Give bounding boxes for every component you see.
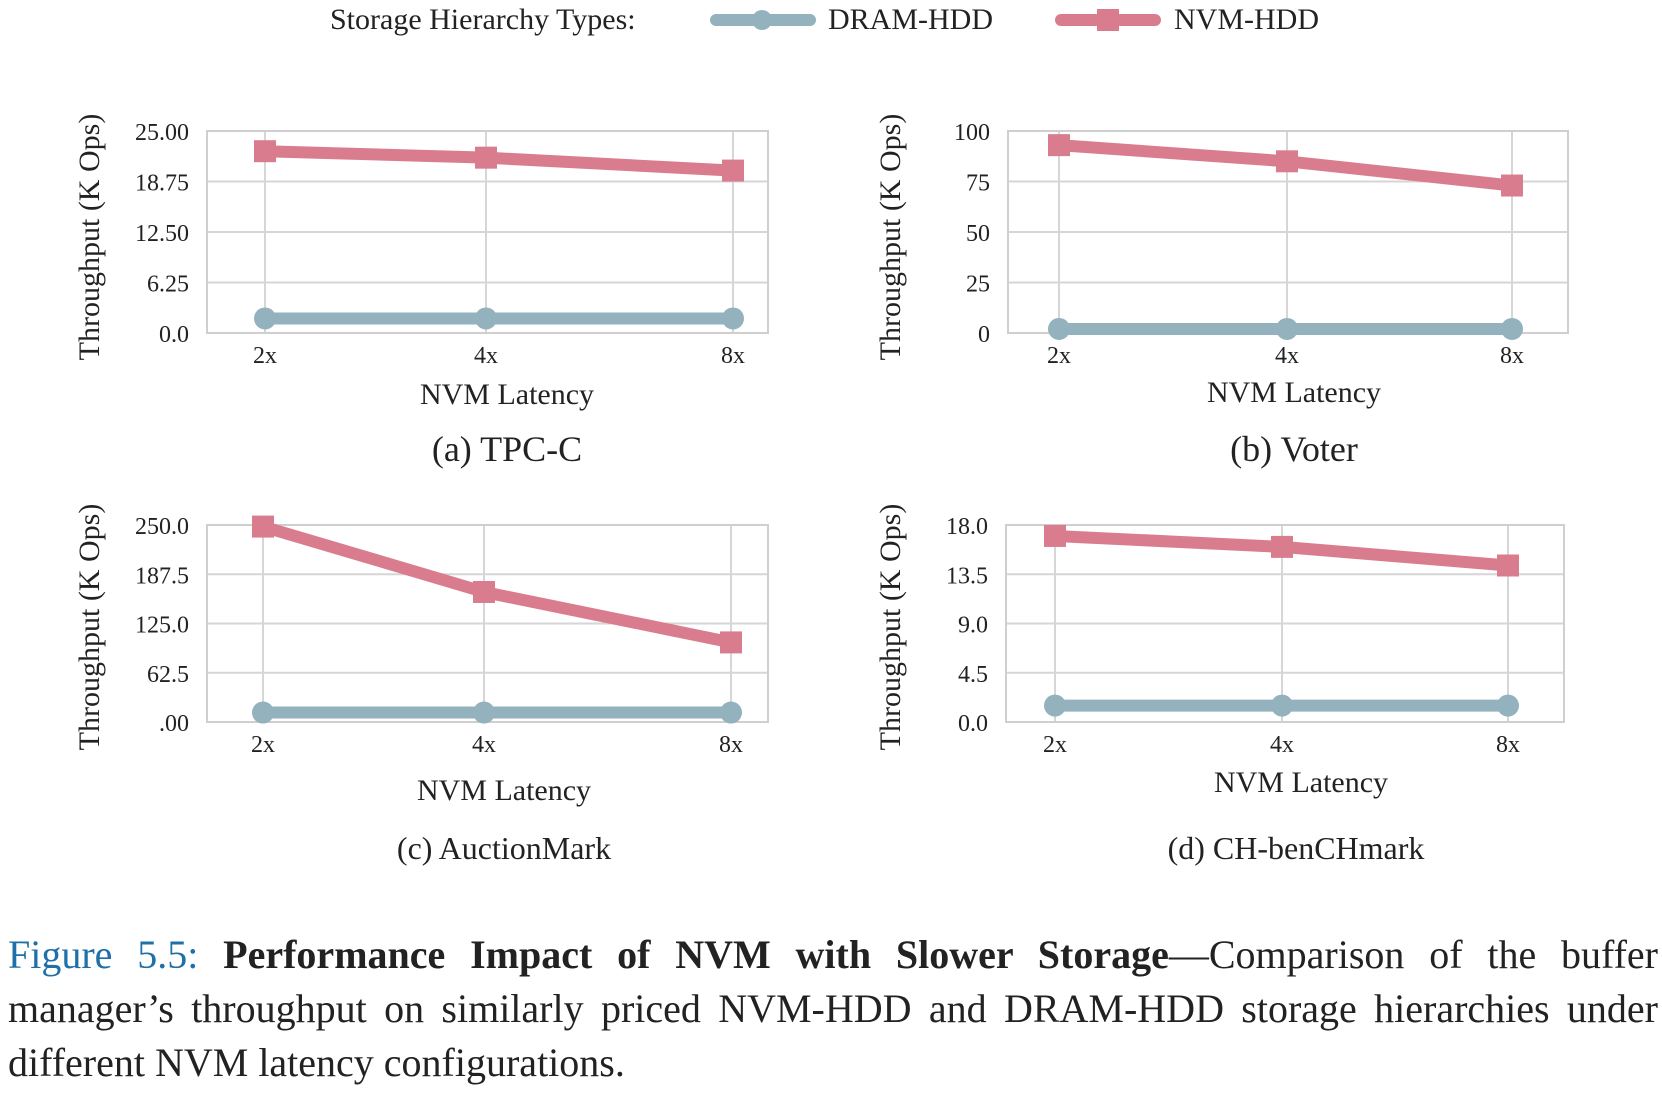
legend: Storage Hierarchy Types: DRAM-HDD NVM-HD… (0, 0, 1662, 50)
x-axis-label: NVM Latency (1213, 766, 1389, 799)
data-point-circle (1497, 694, 1519, 717)
x-tick-label: 8x (1500, 343, 1524, 369)
legend-label-nvm-hdd: NVM-HDD (1174, 3, 1319, 36)
y-tick-label: 18.75 (135, 171, 189, 197)
x-tick-label: 8x (719, 732, 743, 758)
plot-frame (1005, 524, 1565, 723)
legend-label-dram-hdd: DRAM-HDD (828, 3, 993, 36)
y-tick-label: 0.0 (159, 322, 189, 348)
y-tick-label: 0 (978, 322, 990, 348)
data-point-circle (722, 307, 744, 330)
data-point-square (473, 580, 495, 603)
data-point-circle (1044, 694, 1066, 717)
y-tick-label: 12.50 (135, 221, 189, 247)
data-point-circle (475, 307, 497, 330)
y-tick-label: 4.5 (958, 662, 988, 688)
y-tick-label: 13.5 (946, 563, 988, 589)
data-point-square (722, 159, 744, 182)
y-tick-label: 62.5 (147, 662, 189, 688)
plot-frame (206, 130, 769, 334)
x-tick-label: 2x (253, 343, 277, 369)
data-point-circle (254, 307, 276, 330)
legend-circle-marker (752, 10, 772, 30)
data-point-square (720, 631, 742, 654)
y-tick-label: 125.0 (135, 613, 189, 639)
y-tick-label: 25 (966, 272, 990, 298)
data-point-circle (720, 701, 742, 724)
legend-square-marker (1097, 9, 1119, 31)
y-tick-label: 6.25 (147, 272, 189, 298)
data-point-square (1276, 150, 1298, 173)
y-tick-label: .00 (159, 711, 189, 737)
x-tick-label: 4x (474, 343, 498, 369)
caption-text: —Comparison of the buffer manager’s thro… (8, 932, 1658, 1085)
y-tick-label: 50 (966, 221, 990, 247)
x-tick-label: 2x (251, 732, 275, 758)
y-tick-label: 75 (966, 171, 990, 197)
data-point-circle (1271, 694, 1293, 717)
x-tick-label: 4x (1275, 343, 1299, 369)
data-point-square (1044, 524, 1066, 547)
y-tick-label: 9.0 (958, 613, 988, 639)
y-tick-label: 18.0 (946, 514, 988, 540)
data-point-square (1497, 554, 1519, 577)
data-point-circle (1276, 317, 1298, 340)
figure-label: Figure 5.5: (8, 932, 199, 977)
data-point-square (1271, 535, 1293, 558)
figure-caption: Figure 5.5: Performance Impact of NVM wi… (8, 928, 1658, 1090)
caption-bold-title: Performance Impact of NVM with Slower St… (223, 932, 1169, 977)
y-tick-label: 100 (954, 120, 990, 146)
data-point-square (254, 140, 276, 163)
data-point-circle (473, 701, 495, 724)
panel-title: (d) CH-benCHmark (1167, 830, 1425, 866)
data-point-circle (252, 701, 274, 724)
y-tick-label: 250.0 (135, 514, 189, 540)
y-tick-label: 25.00 (135, 120, 189, 146)
x-axis-label: NVM Latency (416, 774, 592, 807)
y-tick-label: 0.0 (958, 711, 988, 737)
data-point-circle (1048, 317, 1070, 340)
x-tick-label: 8x (1496, 732, 1520, 758)
legend-title: Storage Hierarchy Types: (330, 3, 636, 36)
x-tick-label: 2x (1043, 732, 1067, 758)
x-tick-label: 4x (1270, 732, 1294, 758)
x-axis-label: NVM Latency (419, 378, 595, 411)
x-axis-label: NVM Latency (1206, 376, 1382, 409)
panel-title: (b) Voter (1230, 429, 1358, 469)
data-point-square (475, 146, 497, 169)
data-point-circle (1501, 317, 1523, 340)
panel-title: (a) TPC-C (431, 429, 583, 469)
data-point-square (252, 515, 274, 538)
x-tick-label: 8x (721, 343, 745, 369)
y-axis-label: Throughput (K Ops) (874, 503, 907, 751)
data-point-square (1048, 134, 1070, 157)
panel-title: (c) AuctionMark (396, 830, 612, 866)
x-tick-label: 4x (472, 732, 496, 758)
data-point-square (1501, 174, 1523, 197)
y-tick-label: 187.5 (135, 563, 189, 589)
x-tick-label: 2x (1047, 343, 1071, 369)
